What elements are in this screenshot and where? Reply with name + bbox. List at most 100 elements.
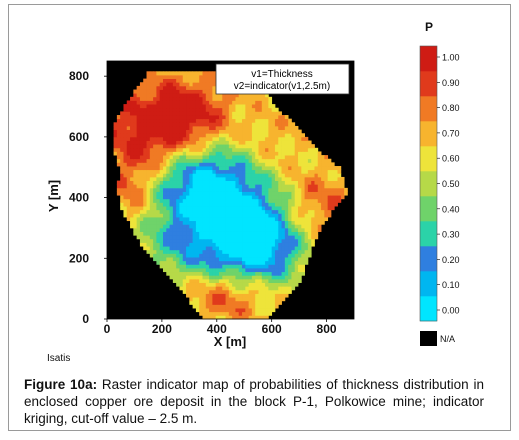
raster-cell — [327, 180, 332, 185]
raster-cell — [258, 100, 263, 105]
raster-cell — [143, 224, 147, 229]
raster-cell — [281, 235, 286, 240]
raster-cell — [284, 264, 289, 269]
raster-cell — [209, 85, 213, 90]
raster-cell — [271, 213, 276, 218]
raster-cell — [156, 122, 161, 127]
x-tick-label: 600 — [262, 322, 282, 336]
raster-cell — [258, 220, 263, 225]
raster-cell — [159, 246, 164, 251]
raster-cell — [116, 191, 121, 196]
raster-cell — [278, 282, 282, 287]
raster-cell — [169, 158, 174, 163]
raster-cell — [166, 268, 170, 273]
raster-cell — [143, 180, 147, 185]
raster-cell — [189, 140, 194, 145]
raster-cell — [195, 293, 200, 298]
raster-cell — [271, 115, 276, 120]
raster-cell — [251, 249, 256, 254]
raster-cell — [195, 122, 200, 127]
raster-cell — [218, 129, 223, 134]
raster-cell — [261, 213, 266, 218]
raster-cell — [255, 129, 259, 134]
raster-cell — [176, 238, 180, 243]
raster-cell — [209, 257, 213, 262]
raster-cell — [143, 122, 147, 127]
raster-cell — [284, 195, 289, 200]
raster-cell — [209, 217, 213, 222]
raster-cell — [278, 246, 282, 251]
raster-cell — [186, 151, 190, 156]
raster-cell — [301, 173, 305, 178]
raster-cell — [126, 111, 131, 116]
raster-cell — [209, 140, 213, 145]
raster-cell — [189, 238, 194, 243]
raster-cell — [189, 242, 194, 247]
raster-cell — [238, 144, 243, 149]
raster-cell — [261, 93, 266, 98]
raster-cell — [182, 158, 187, 163]
raster-cell — [261, 115, 266, 120]
raster-cell — [172, 140, 177, 145]
raster-cell — [261, 104, 266, 109]
raster-cell — [265, 249, 269, 254]
raster-cell — [136, 195, 141, 200]
raster-cell — [228, 133, 233, 138]
raster-cell — [255, 235, 259, 240]
raster-cell — [261, 191, 266, 196]
raster-cell — [133, 220, 138, 225]
raster-cell — [268, 198, 273, 203]
colorbar-segment — [420, 171, 437, 197]
raster-cell — [291, 238, 296, 243]
raster-cell — [192, 260, 197, 265]
raster-cell — [248, 231, 253, 236]
raster-cell — [330, 176, 335, 181]
raster-cell — [274, 235, 279, 240]
raster-cell — [153, 166, 157, 171]
raster-cell — [182, 176, 187, 181]
raster-cell — [248, 224, 253, 229]
raster-cell — [274, 260, 279, 265]
raster-cell — [271, 220, 276, 225]
raster-cell — [166, 115, 170, 120]
raster-cell — [215, 260, 220, 265]
raster-cell — [284, 246, 289, 251]
raster-cell — [222, 257, 226, 262]
raster-cell — [176, 184, 180, 189]
raster-cell — [166, 213, 170, 218]
raster-cell — [281, 297, 286, 302]
raster-cell — [192, 206, 197, 211]
raster-cell — [281, 231, 286, 236]
raster-cell — [169, 74, 174, 79]
raster-cell — [182, 238, 187, 243]
raster-cell — [225, 100, 230, 105]
raster-cell — [258, 173, 263, 178]
raster-cell — [301, 238, 305, 243]
raster-cell — [255, 289, 259, 294]
raster-cell — [126, 107, 131, 112]
raster-cell — [311, 176, 315, 181]
raster-cell — [215, 271, 220, 276]
raster-cell — [179, 202, 184, 207]
raster-cell — [228, 286, 233, 291]
raster-cell — [156, 224, 161, 229]
raster-cell — [195, 129, 200, 134]
raster-cell — [228, 217, 233, 222]
raster-cell — [136, 202, 141, 207]
raster-cell — [274, 173, 279, 178]
raster-cell — [169, 198, 174, 203]
raster-cell — [143, 184, 147, 189]
raster-cell — [156, 191, 161, 196]
raster-cell — [265, 125, 269, 130]
raster-cell — [195, 176, 200, 181]
raster-cell — [189, 249, 194, 254]
raster-cell — [298, 195, 302, 200]
y-axis-label: Y [m] — [46, 180, 61, 212]
raster-cell — [179, 111, 184, 116]
raster-cell — [222, 100, 226, 105]
raster-cell — [255, 155, 259, 160]
raster-cell — [199, 297, 203, 302]
raster-cell — [205, 187, 210, 192]
raster-cell — [186, 271, 190, 276]
raster-cell — [146, 176, 151, 181]
